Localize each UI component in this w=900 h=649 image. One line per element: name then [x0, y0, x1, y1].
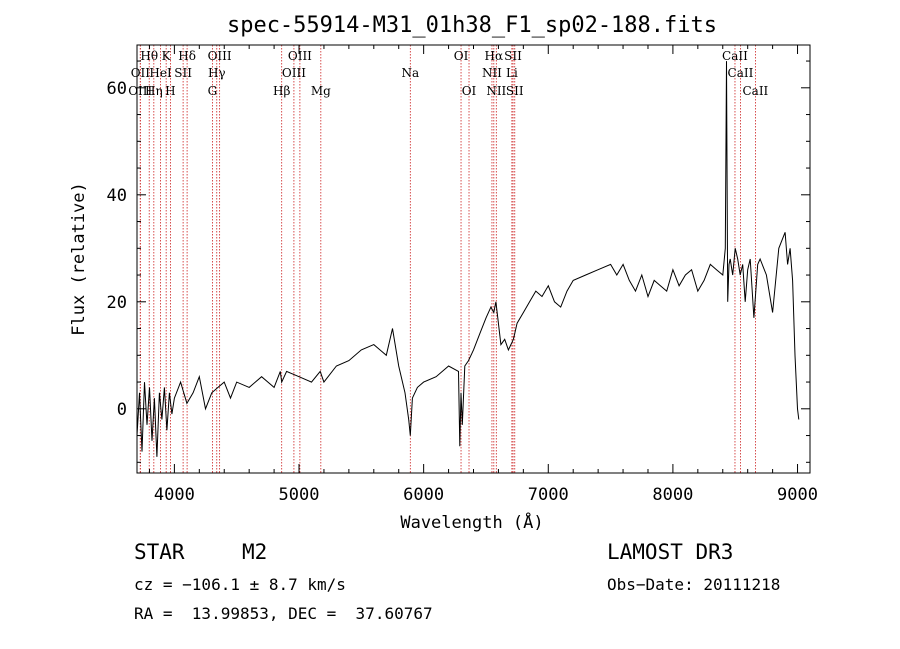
spectral-line-label: SII [174, 66, 192, 80]
object-class: STAR [134, 540, 185, 564]
observation-date: Obs−Date: 20111218 [607, 575, 781, 594]
y-tick-label: 0 [117, 400, 127, 420]
spectral-line-label: HeI [149, 66, 172, 80]
spectral-line-label: K [162, 49, 172, 63]
spectral-line-label: OI [454, 49, 469, 63]
x-tick-label: 5000 [279, 485, 320, 505]
x-tick-label: 9000 [777, 485, 818, 505]
spectral-line-label: Hβ [273, 84, 290, 98]
spectral-line-label: Hθ [140, 49, 158, 63]
spectral-line-label: OIII [128, 84, 152, 98]
spectral-line-label: CaII [728, 66, 754, 80]
y-tick-label: 40 [107, 186, 127, 206]
spectral-line-label: Hα [485, 49, 504, 63]
spectral-line-label: Na [401, 66, 419, 80]
spectral-line-label: OIII [282, 66, 306, 80]
y-tick-label: 60 [107, 79, 127, 99]
coordinates: RA = 13.99853, DEC = 37.60767 [134, 604, 433, 623]
spectral-line-label: G [208, 84, 218, 98]
spectral-line-label: SII [506, 84, 524, 98]
spectral-line-label: OIII [288, 49, 312, 63]
x-axis-label: Wavelength (Å) [400, 511, 543, 533]
spectral-line-label: Li [506, 66, 518, 80]
x-tick-label: 7000 [528, 485, 569, 505]
spectral-line-label: Hδ [178, 49, 196, 63]
object-subclass: M2 [242, 540, 268, 564]
y-axis-label: Flux (relative) [69, 182, 89, 336]
spectral-line-label: OII [131, 66, 151, 80]
chart-title: spec-55914-M31_01h38_F1_sp02-188.fits [227, 13, 717, 38]
spectral-line-label: Hγ [208, 66, 226, 80]
spectral-line-label: Hη [145, 84, 163, 98]
x-tick-label: 6000 [403, 485, 444, 505]
spectral-line-label: OI [462, 84, 477, 98]
spectrum-line [136, 61, 800, 457]
plot-frame [136, 44, 811, 474]
survey-name: LAMOST DR3 [607, 540, 734, 564]
spectral-line-label: NII [486, 84, 506, 98]
x-tick-label: 4000 [154, 485, 195, 505]
spectral-line-label: CaII [722, 49, 748, 63]
spectral-line-label: SII [504, 49, 522, 63]
redshift-cz: cz = −106.1 ± 8.7 km/s [134, 575, 346, 594]
y-tick-label: 20 [107, 293, 127, 313]
spectral-line-label: CaII [742, 84, 768, 98]
spectral-line-label: H [165, 84, 175, 98]
axis-ticks [137, 45, 810, 473]
x-tick-label: 8000 [652, 485, 693, 505]
spectral-line-markers [139, 45, 756, 473]
spectral-line-label: Mg [311, 84, 331, 98]
axis-tick-labels: 4000 5000 6000 7000 8000 9000 0 20 40 60 [107, 79, 818, 505]
spectral-line-label: OIII [208, 49, 232, 63]
spectral-line-label: NII [482, 66, 502, 80]
